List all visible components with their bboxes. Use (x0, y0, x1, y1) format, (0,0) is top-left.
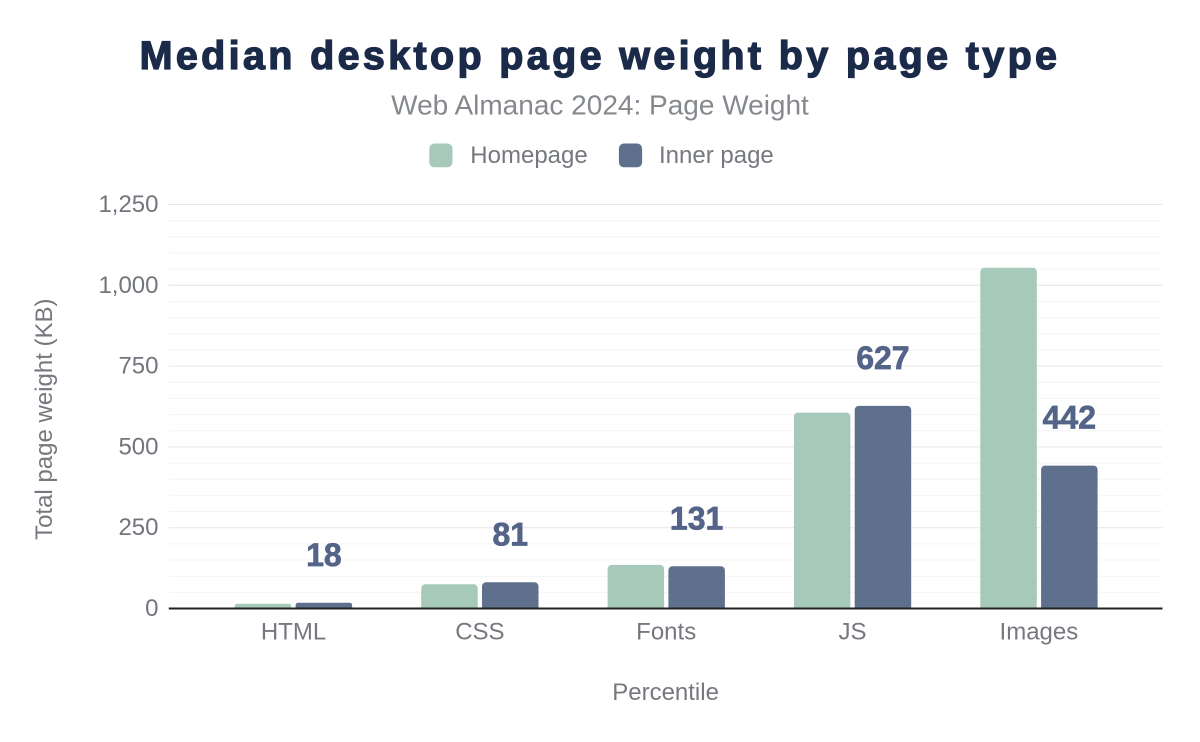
svg-text:131: 131 (670, 500, 723, 536)
svg-text:Total page weight (KB): Total page weight (KB) (31, 298, 58, 539)
svg-text:Inner page: Inner page (659, 142, 774, 169)
svg-text:500: 500 (118, 433, 158, 460)
svg-text:CSS: CSS (455, 619, 504, 646)
svg-text:442: 442 (1043, 400, 1096, 436)
svg-text:627: 627 (856, 340, 909, 376)
svg-text:1,250: 1,250 (98, 191, 158, 218)
svg-text:Fonts: Fonts (636, 619, 696, 646)
svg-text:750: 750 (118, 353, 158, 380)
svg-text:JS: JS (838, 619, 866, 646)
svg-text:Homepage: Homepage (470, 142, 587, 169)
svg-text:250: 250 (118, 514, 158, 541)
svg-text:0: 0 (145, 595, 158, 622)
svg-text:Median desktop page weight by: Median desktop page weight by page type (140, 34, 1061, 78)
svg-text:Web Almanac 2024: Page Weight: Web Almanac 2024: Page Weight (391, 90, 809, 121)
svg-text:81: 81 (493, 516, 529, 552)
svg-text:1,000: 1,000 (98, 272, 158, 299)
svg-text:HTML: HTML (261, 619, 326, 646)
svg-text:Percentile: Percentile (612, 679, 719, 706)
svg-text:Images: Images (1000, 619, 1079, 646)
svg-text:18: 18 (306, 537, 342, 573)
